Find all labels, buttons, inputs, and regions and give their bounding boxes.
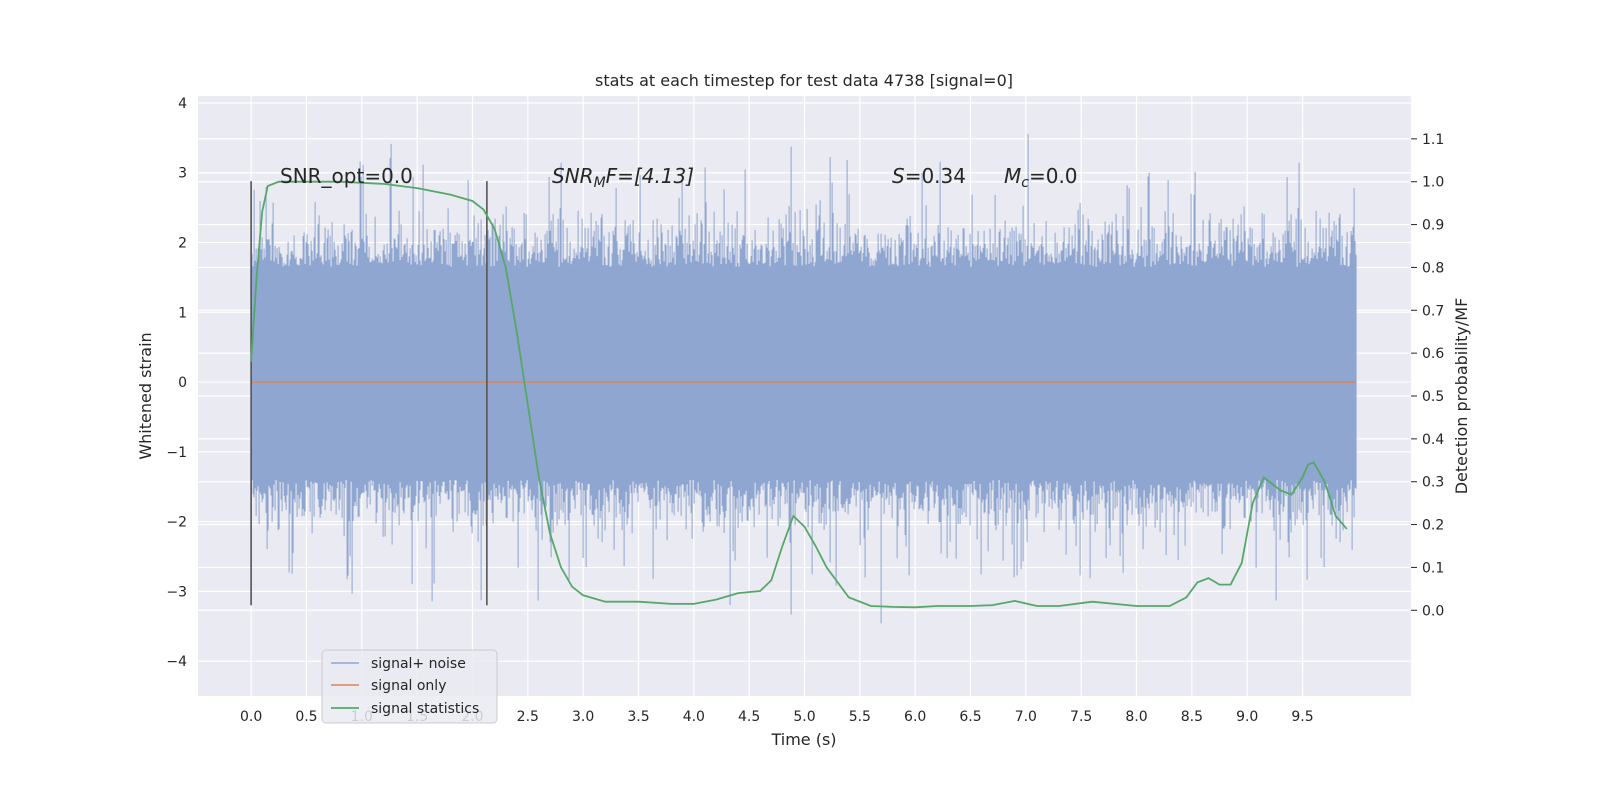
x-tick-label: 9.0 bbox=[1236, 709, 1258, 725]
x-axis-label: Time (s) bbox=[770, 730, 836, 749]
y-tick-labels: 4 3 2 1 0 −1 −2 −3 −4 bbox=[166, 96, 187, 670]
s-symbol: S bbox=[892, 164, 905, 188]
y2-tick-label: 0.8 bbox=[1422, 260, 1444, 276]
x-tick-label: 3.0 bbox=[572, 709, 594, 725]
legend-label-signal-only: signal only bbox=[371, 678, 446, 694]
mc-symbol: M bbox=[1004, 164, 1021, 188]
y2-axis-label: Detection probability/MF bbox=[1452, 298, 1471, 495]
x-tick-label: 6.5 bbox=[959, 709, 981, 725]
x-tick-label: 4.5 bbox=[738, 709, 760, 725]
legend-label-statistics: signal statistics bbox=[371, 701, 479, 717]
x-tick-label: 2.5 bbox=[517, 709, 539, 725]
y-tick-label: −4 bbox=[166, 654, 187, 670]
noise-series bbox=[250, 134, 1357, 624]
y2-tick-label: 0.3 bbox=[1422, 475, 1444, 491]
y-tick-label: 0 bbox=[178, 375, 187, 391]
legend: signal+ noise signal only signal statist… bbox=[321, 649, 498, 724]
y-tick-label: −1 bbox=[166, 445, 187, 461]
y2-tick-label: 0.0 bbox=[1422, 603, 1444, 619]
signal-statistics-line bbox=[250, 180, 1348, 609]
snr-mf-value: F=[4.13] bbox=[606, 164, 694, 188]
snr-mf-symbol: SNR bbox=[552, 164, 594, 188]
x-tick-label: 5.0 bbox=[793, 709, 815, 725]
y-tick-label: 3 bbox=[178, 166, 187, 182]
mc-value: =0.0 bbox=[1029, 164, 1078, 188]
x-tick-label: 9.5 bbox=[1291, 709, 1313, 725]
x-tick-label: 7.5 bbox=[1070, 709, 1092, 725]
x-tick-label: 5.5 bbox=[849, 709, 871, 725]
annotation-s: S=0.34 bbox=[892, 164, 966, 188]
annotation-mc: Mc=0.0 bbox=[1004, 164, 1078, 191]
y-tick-label: −3 bbox=[166, 584, 187, 600]
mc-subscript: c bbox=[1021, 175, 1029, 191]
y2-tick-label: 0.1 bbox=[1422, 560, 1444, 576]
x-tick-label: 8.5 bbox=[1181, 709, 1203, 725]
annotation-snr-mf: SNRMF=[4.13] bbox=[552, 164, 694, 191]
y2-tick-label: 0.6 bbox=[1422, 346, 1444, 362]
y-tick-label: 4 bbox=[178, 96, 187, 112]
legend-label-noise: signal+ noise bbox=[371, 656, 466, 672]
y2-tick-label: 1.1 bbox=[1422, 132, 1444, 148]
chart-title: stats at each timestep for test data 473… bbox=[595, 71, 1013, 90]
y-axis-label: Whitened strain bbox=[136, 332, 155, 459]
snr-mf-subscript: M bbox=[594, 175, 606, 191]
y2-tick-label: 0.2 bbox=[1422, 518, 1444, 534]
x-tick-label: 8.0 bbox=[1125, 709, 1147, 725]
y2-tick-label: 0.4 bbox=[1422, 432, 1444, 448]
y-tick-label: −2 bbox=[166, 515, 187, 531]
y2-tick-label: 1.0 bbox=[1422, 175, 1444, 191]
y2-tick-label: 0.5 bbox=[1422, 389, 1444, 405]
x-tick-label: 3.5 bbox=[627, 709, 649, 725]
y2-tick-labels: 1.1 1.0 0.9 0.8 0.7 0.6 0.5 0.4 0.3 0.2 0.1 0.0 bbox=[1411, 132, 1444, 619]
x-tick-label: 0.5 bbox=[295, 709, 317, 725]
x-tick-label: 0.0 bbox=[240, 709, 262, 725]
legend-box bbox=[321, 649, 498, 724]
y-tick-label: 1 bbox=[178, 305, 187, 321]
x-tick-label: 7.0 bbox=[1015, 709, 1037, 725]
x-tick-label: 4.0 bbox=[683, 709, 705, 725]
y2-tick-label: 0.7 bbox=[1422, 303, 1444, 319]
x-tick-label: 6.0 bbox=[904, 709, 926, 725]
event-markers bbox=[250, 181, 488, 606]
y-tick-label: 2 bbox=[178, 236, 187, 252]
s-value: =0.34 bbox=[905, 164, 966, 188]
annotation-snr-opt: SNR_opt=0.0 bbox=[280, 164, 413, 188]
y2-tick-label: 0.9 bbox=[1422, 218, 1444, 234]
